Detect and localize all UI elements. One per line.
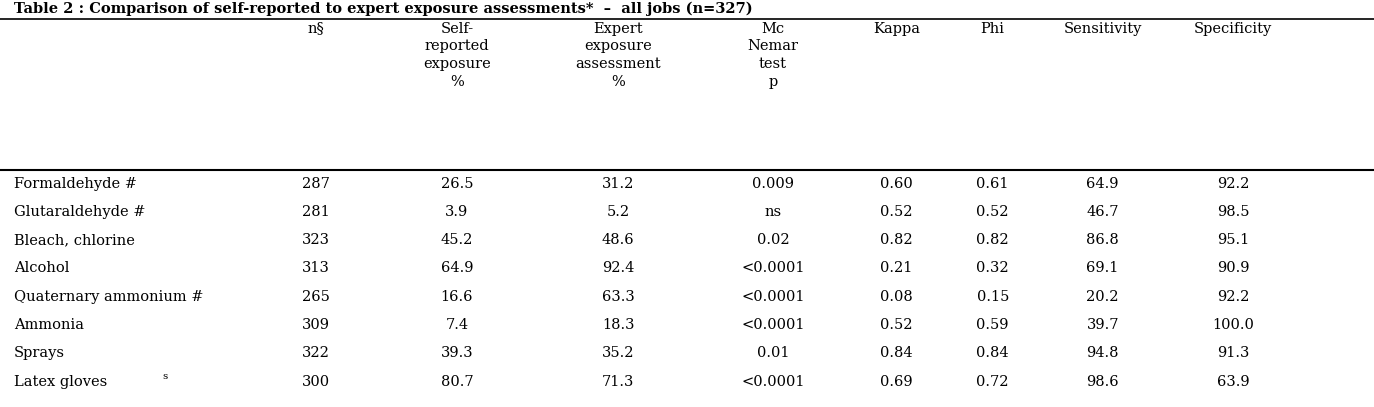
- Text: 287: 287: [302, 177, 330, 191]
- Text: 0.84: 0.84: [881, 346, 912, 360]
- Text: 0.21: 0.21: [881, 261, 912, 276]
- Text: Sprays: Sprays: [14, 346, 65, 360]
- Text: 0.72: 0.72: [977, 374, 1009, 389]
- Text: <0.0001: <0.0001: [741, 374, 805, 389]
- Text: <0.0001: <0.0001: [741, 318, 805, 332]
- Text: <0.0001: <0.0001: [741, 290, 805, 304]
- Text: 69.1: 69.1: [1087, 261, 1118, 276]
- Text: Mc
Nemar
test
p: Mc Nemar test p: [747, 22, 798, 89]
- Text: 92.4: 92.4: [602, 261, 635, 276]
- Text: Self-
reported
exposure
%: Self- reported exposure %: [423, 22, 491, 89]
- Text: 71.3: 71.3: [602, 374, 635, 389]
- Text: 16.6: 16.6: [441, 290, 473, 304]
- Text: 3.9: 3.9: [445, 205, 469, 219]
- Text: 0.52: 0.52: [881, 318, 912, 332]
- Text: 92.2: 92.2: [1217, 177, 1249, 191]
- Text: <0.0001: <0.0001: [741, 261, 805, 276]
- Text: 0.60: 0.60: [881, 177, 912, 191]
- Text: Phi: Phi: [981, 22, 1004, 35]
- Text: 0.15: 0.15: [977, 290, 1009, 304]
- Text: 0.69: 0.69: [881, 374, 912, 389]
- Text: 322: 322: [302, 346, 330, 360]
- Text: 31.2: 31.2: [602, 177, 635, 191]
- Text: 0.01: 0.01: [757, 346, 789, 360]
- Text: ns: ns: [764, 205, 782, 219]
- Text: 0.02: 0.02: [757, 233, 789, 247]
- Text: 0.32: 0.32: [977, 261, 1009, 276]
- Text: 94.8: 94.8: [1087, 346, 1118, 360]
- Text: 0.84: 0.84: [977, 346, 1009, 360]
- Text: 35.2: 35.2: [602, 346, 635, 360]
- Text: 39.3: 39.3: [441, 346, 473, 360]
- Text: Quaternary ammonium #: Quaternary ammonium #: [14, 290, 203, 304]
- Text: 46.7: 46.7: [1087, 205, 1118, 219]
- Text: 26.5: 26.5: [441, 177, 473, 191]
- Text: 64.9: 64.9: [1087, 177, 1118, 191]
- Text: 98.5: 98.5: [1217, 205, 1249, 219]
- Text: 0.59: 0.59: [977, 318, 1009, 332]
- Text: Formaldehyde #: Formaldehyde #: [14, 177, 137, 191]
- Text: 63.9: 63.9: [1217, 374, 1249, 389]
- Text: 18.3: 18.3: [602, 318, 635, 332]
- Text: 5.2: 5.2: [607, 205, 629, 219]
- Text: 45.2: 45.2: [441, 233, 473, 247]
- Text: 0.52: 0.52: [977, 205, 1009, 219]
- Text: Ammonia: Ammonia: [14, 318, 84, 332]
- Text: Latex gloves: Latex gloves: [14, 374, 107, 389]
- Text: 95.1: 95.1: [1217, 233, 1249, 247]
- Text: 0.82: 0.82: [881, 233, 912, 247]
- Text: 90.9: 90.9: [1217, 261, 1249, 276]
- Text: 281: 281: [302, 205, 330, 219]
- Text: 80.7: 80.7: [441, 374, 473, 389]
- Text: 7.4: 7.4: [445, 318, 469, 332]
- Text: 92.2: 92.2: [1217, 290, 1249, 304]
- Text: 63.3: 63.3: [602, 290, 635, 304]
- Text: 48.6: 48.6: [602, 233, 635, 247]
- Text: 39.7: 39.7: [1087, 318, 1118, 332]
- Text: 0.61: 0.61: [977, 177, 1009, 191]
- Text: s: s: [162, 372, 168, 381]
- Text: 91.3: 91.3: [1217, 346, 1249, 360]
- Text: 265: 265: [302, 290, 330, 304]
- Text: 313: 313: [302, 261, 330, 276]
- Text: Glutaraldehyde #: Glutaraldehyde #: [14, 205, 146, 219]
- Text: 86.8: 86.8: [1087, 233, 1118, 247]
- Text: Table 2 : Comparison of self-reported to expert exposure assessments*  –  all jo: Table 2 : Comparison of self-reported to…: [14, 1, 753, 16]
- Text: Specificity: Specificity: [1194, 22, 1272, 35]
- Text: 0.009: 0.009: [752, 177, 794, 191]
- Text: 98.6: 98.6: [1087, 374, 1118, 389]
- Text: 309: 309: [302, 318, 330, 332]
- Text: n§: n§: [308, 22, 324, 35]
- Text: 323: 323: [302, 233, 330, 247]
- Text: 0.52: 0.52: [881, 205, 912, 219]
- Text: Sensitivity: Sensitivity: [1063, 22, 1142, 35]
- Text: 0.82: 0.82: [977, 233, 1009, 247]
- Text: 0.08: 0.08: [881, 290, 912, 304]
- Text: Expert
exposure
assessment
%: Expert exposure assessment %: [576, 22, 661, 89]
- Text: Kappa: Kappa: [872, 22, 921, 35]
- Text: 300: 300: [302, 374, 330, 389]
- Text: 100.0: 100.0: [1212, 318, 1254, 332]
- Text: 20.2: 20.2: [1087, 290, 1118, 304]
- Text: Alcohol: Alcohol: [14, 261, 69, 276]
- Text: 64.9: 64.9: [441, 261, 473, 276]
- Text: Bleach, chlorine: Bleach, chlorine: [14, 233, 135, 247]
